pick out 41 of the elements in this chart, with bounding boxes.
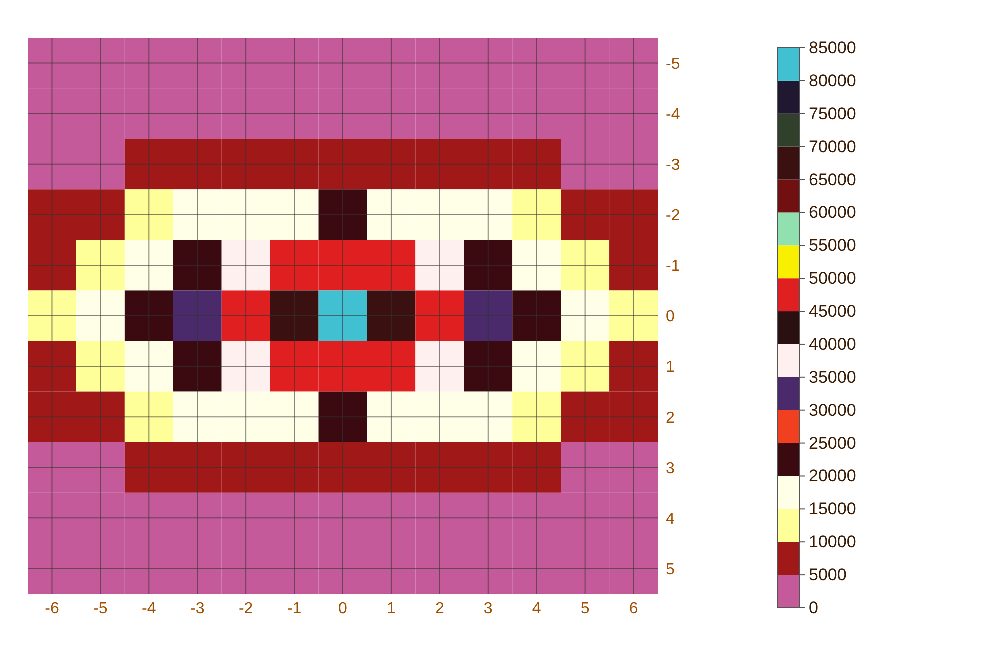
y-tick-label: 3 — [666, 460, 675, 478]
x-tick-label: -2 — [238, 600, 254, 618]
color-bar-label: 20000 — [809, 466, 856, 486]
y-tick-label: 5 — [666, 561, 675, 578]
x-tick-label: -4 — [142, 600, 156, 618]
x-tick-label: 2 — [435, 600, 444, 618]
x-tick-label: -3 — [190, 600, 205, 618]
color-bar-label: 25000 — [809, 434, 856, 453]
x-tick-label: 5 — [580, 600, 590, 618]
x-tick-label: 1 — [387, 600, 396, 618]
color-bar-label: 80000 — [809, 71, 856, 90]
color-bar-label: 30000 — [809, 400, 856, 420]
x-tick-label: 6 — [629, 600, 638, 618]
x-tick-label: 0 — [338, 600, 348, 618]
color-bar-label: 75000 — [809, 104, 856, 124]
y-tick-label: -1 — [666, 258, 680, 276]
y-tick-label: -4 — [666, 106, 680, 124]
color-bar-label: 40000 — [809, 334, 856, 354]
x-tick-label: 4 — [532, 600, 542, 618]
color-bar-label: 10000 — [809, 532, 856, 552]
color-bar-label: 50000 — [809, 269, 856, 288]
y-tick-label: -5 — [666, 56, 680, 73]
y-tick-label: -3 — [666, 157, 680, 174]
color-bar-label: 85000 — [809, 38, 856, 58]
y-tick-label: -2 — [666, 208, 680, 225]
x-tick-label: 3 — [484, 600, 493, 618]
y-tick-label: 1 — [666, 359, 675, 376]
color-bar-label: 45000 — [809, 302, 856, 322]
y-tick-label: 2 — [666, 410, 675, 427]
color-bar-label: 65000 — [809, 170, 856, 190]
x-tick-label: -6 — [45, 600, 60, 618]
y-tick-label: 0 — [666, 308, 675, 326]
y-tick-label: 4 — [666, 510, 675, 528]
color-bar-label: 70000 — [809, 137, 856, 156]
color-bar-label: 60000 — [809, 203, 856, 222]
color-bar-label: 35000 — [809, 368, 856, 387]
x-tick-label: -1 — [287, 600, 302, 618]
x-tick-label: -5 — [94, 600, 108, 618]
color-bar-label: 15000 — [809, 500, 856, 519]
color-bar-label: 5000 — [809, 566, 847, 585]
color-bar-label: 55000 — [809, 236, 856, 256]
